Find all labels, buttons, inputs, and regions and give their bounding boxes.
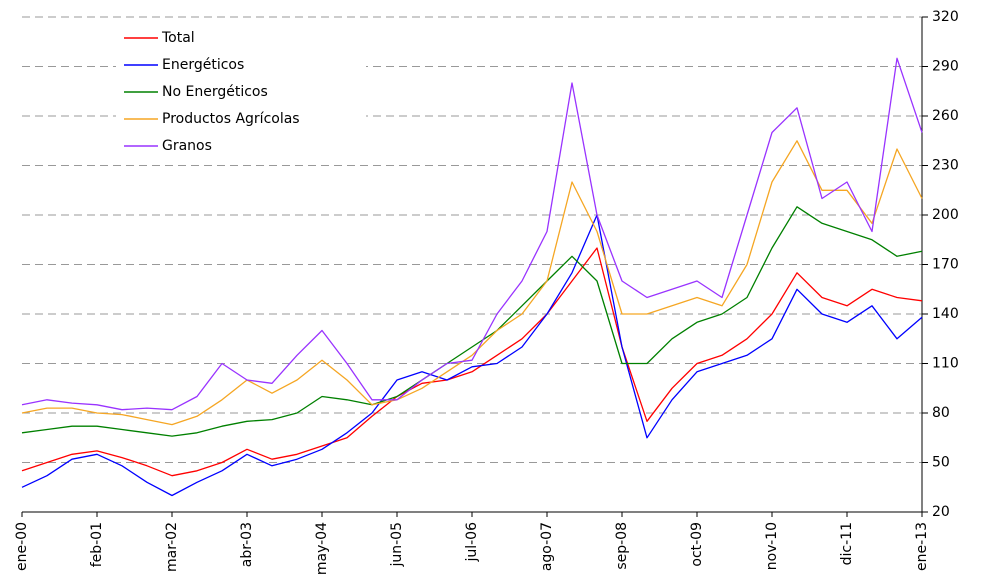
y-tick-label: 290	[932, 59, 959, 75]
y-tick-label: 20	[932, 504, 950, 520]
legend-label: Granos	[162, 138, 212, 154]
x-tick-label: jul-06	[464, 522, 480, 563]
y-tick-label: 110	[932, 356, 959, 372]
y-tick-label: 140	[932, 306, 959, 322]
x-tick-label: abr-03	[239, 522, 255, 567]
y-tick-label: 170	[932, 257, 959, 273]
x-tick-label: nov-10	[764, 522, 780, 570]
y-tick-label: 200	[932, 207, 959, 223]
x-tick-label: ago-07	[539, 522, 555, 571]
x-tick-label: ene-13	[914, 522, 930, 571]
series-line	[21, 57, 923, 411]
x-tick-label: jun-05	[389, 522, 405, 568]
x-tick-label: feb-01	[89, 522, 105, 567]
series-line	[21, 140, 923, 426]
legend-label: Productos Agrícolas	[162, 111, 300, 127]
x-tick-label: mar-02	[164, 522, 180, 572]
y-tick-label: 320	[932, 9, 959, 25]
series-line	[21, 214, 923, 497]
x-tick-label: dic-11	[839, 522, 855, 565]
x-tick-label: sep-08	[614, 522, 630, 570]
y-tick-label: 50	[932, 455, 950, 471]
y-tick-label: 230	[932, 158, 959, 174]
y-tick-label: 260	[932, 108, 959, 124]
legend-label: Energéticos	[162, 57, 244, 73]
x-tick-label: oct-09	[689, 522, 705, 567]
legend-label: No Energéticos	[162, 84, 268, 100]
x-tick-label: ene-00	[14, 522, 30, 571]
legend-label: Total	[161, 30, 195, 46]
y-tick-label: 80	[932, 405, 950, 421]
x-tick-label: may-04	[314, 522, 330, 575]
series-line	[21, 206, 923, 437]
series-line	[21, 247, 923, 477]
